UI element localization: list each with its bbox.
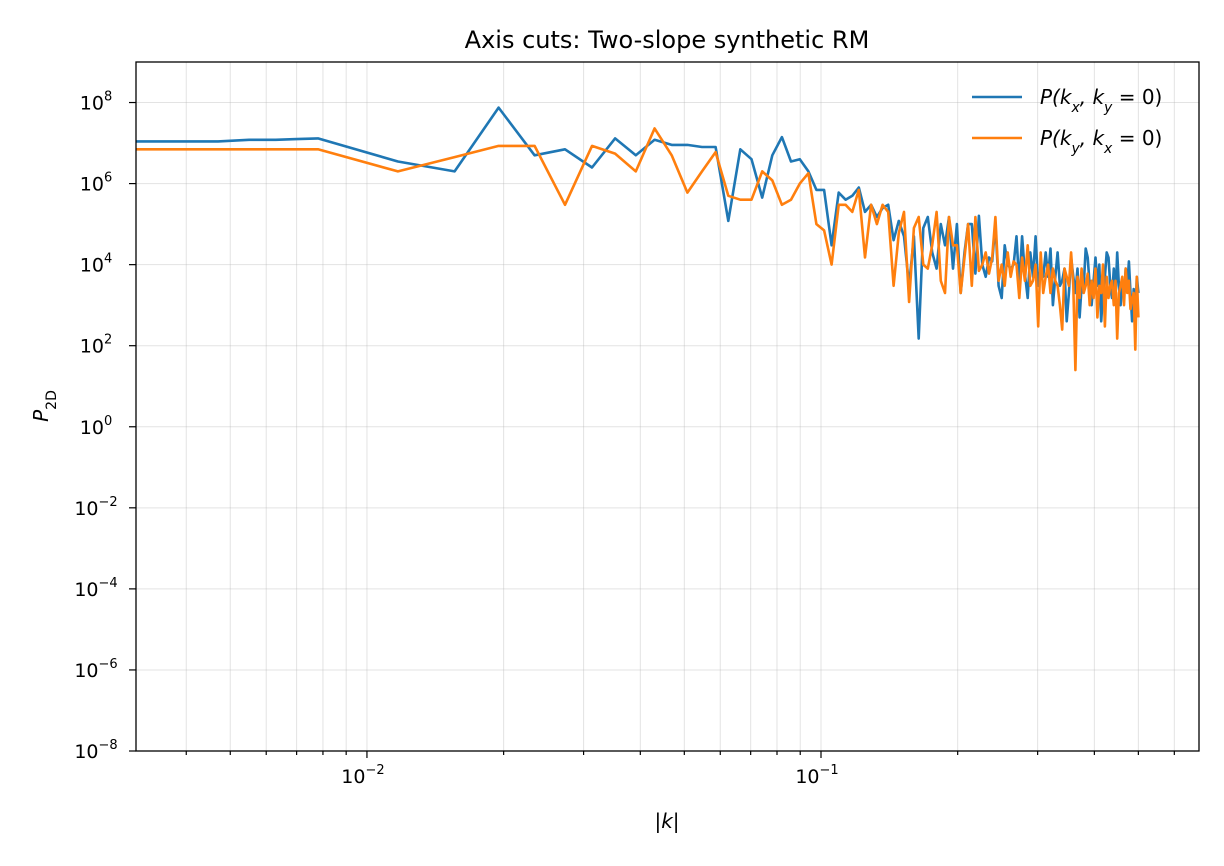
y-tick-label: 102 <box>80 333 112 358</box>
y-tick-label: 10−8 <box>74 738 117 763</box>
legend-label-1: P(kx, ky = 0) <box>1040 85 1162 116</box>
x-tick-label: 10−1 <box>795 763 838 788</box>
x-axis-label: |k| <box>654 809 679 833</box>
y-tick-label: 10−6 <box>74 657 117 682</box>
ticks: 10−2 10−1 10−8 10−6 10−4 10−2 100 102 104 106 108 <box>74 90 1175 788</box>
x-tick-label: 10−2 <box>341 763 384 788</box>
chart-title: Axis cuts: Two-slope synthetic RM <box>465 26 870 54</box>
y-tick-label: 106 <box>80 171 112 196</box>
y-tick-label: 104 <box>80 252 112 277</box>
y-tick-label: 100 <box>80 414 112 439</box>
plot-area-frame <box>135 61 1200 752</box>
series-line-2 <box>136 127 1140 372</box>
legend: P(kx, ky = 0) P(ky, kx = 0) <box>972 85 1162 157</box>
y-axis-label: P2D <box>29 390 60 422</box>
y-tick-label: 108 <box>80 90 112 115</box>
series-layer <box>136 106 1140 372</box>
grid <box>136 62 1199 751</box>
y-tick-label: 10−2 <box>74 495 117 520</box>
legend-label-2: P(ky, kx = 0) <box>1040 126 1162 157</box>
y-tick-label: 10−4 <box>74 576 117 601</box>
